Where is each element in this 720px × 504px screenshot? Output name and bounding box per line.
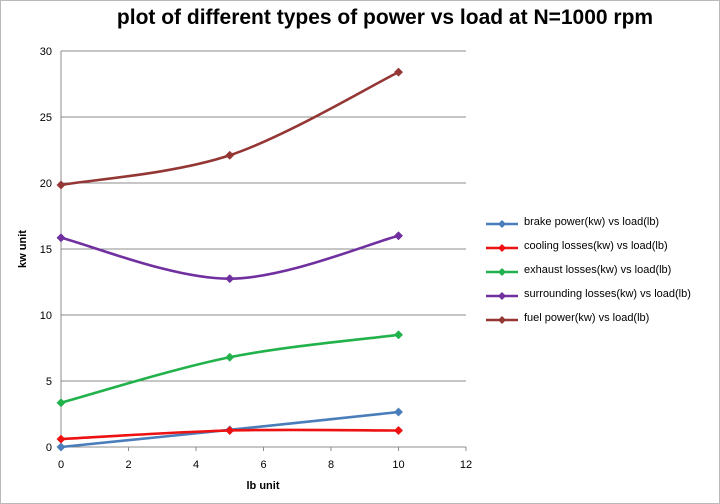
legend-label: exhaust losses(kw) vs load(lb) bbox=[524, 264, 672, 276]
data-point bbox=[393, 330, 404, 340]
legend-swatch bbox=[486, 292, 518, 300]
y-axis-title: kw unit bbox=[17, 230, 29, 268]
legend-swatch bbox=[486, 244, 518, 252]
legend-item: surrounding losses(kw) vs load(lb) bbox=[484, 284, 720, 308]
data-point bbox=[56, 398, 66, 408]
data-point bbox=[56, 233, 66, 243]
data-point bbox=[393, 67, 404, 77]
x-tick-label: 8 bbox=[328, 459, 334, 471]
x-axis-title: lb unit bbox=[247, 480, 280, 492]
legend-label: cooling losses(kw) vs load(lb) bbox=[524, 240, 668, 252]
data-point bbox=[393, 425, 404, 436]
y-tick-label: 30 bbox=[40, 46, 52, 58]
data-point bbox=[56, 434, 66, 444]
data-point bbox=[225, 352, 235, 362]
legend-item: brake power(kw) vs load(lb) bbox=[484, 212, 720, 236]
data-point bbox=[225, 274, 235, 284]
data-point bbox=[225, 425, 235, 436]
series-line-3 bbox=[59, 234, 400, 281]
data-point bbox=[393, 231, 404, 241]
legend-item: cooling losses(kw) vs load(lb) bbox=[484, 236, 720, 260]
legend-swatch bbox=[486, 220, 518, 228]
chart-title: plot of different types of power vs load… bbox=[116, 6, 654, 29]
legend-label: surrounding losses(kw) vs load(lb) bbox=[524, 288, 691, 300]
y-tick-label: 25 bbox=[40, 112, 52, 124]
series-line-4 bbox=[59, 70, 400, 187]
legend-label: brake power(kw) vs load(lb) bbox=[524, 216, 660, 228]
legend-item: fuel power(kw) vs load(lb) bbox=[484, 308, 720, 332]
legend-label: fuel power(kw) vs load(lb) bbox=[524, 312, 650, 324]
data-point bbox=[56, 442, 66, 452]
series-line-2 bbox=[59, 333, 400, 405]
x-tick-label: 2 bbox=[125, 459, 131, 471]
x-tick-label: 12 bbox=[460, 459, 472, 471]
y-tick-label: 0 bbox=[46, 442, 52, 454]
data-point bbox=[393, 407, 404, 417]
x-tick-label: 6 bbox=[260, 459, 266, 471]
x-tick-label: 0 bbox=[58, 459, 64, 471]
y-tick-label: 5 bbox=[46, 376, 52, 388]
legend-swatch bbox=[486, 268, 518, 276]
y-tick-label: 20 bbox=[40, 178, 52, 190]
data-point bbox=[56, 180, 66, 190]
x-tick-label: 10 bbox=[392, 459, 404, 471]
data-point bbox=[225, 150, 235, 160]
y-tick-label: 15 bbox=[40, 244, 52, 256]
legend: brake power(kw) vs load(lb) cooling losse… bbox=[484, 212, 720, 332]
legend-item: exhaust losses(kw) vs load(lb) bbox=[484, 260, 720, 284]
x-tick-label: 4 bbox=[193, 459, 199, 471]
legend-swatch bbox=[486, 316, 518, 324]
y-tick-label: 10 bbox=[40, 310, 52, 322]
